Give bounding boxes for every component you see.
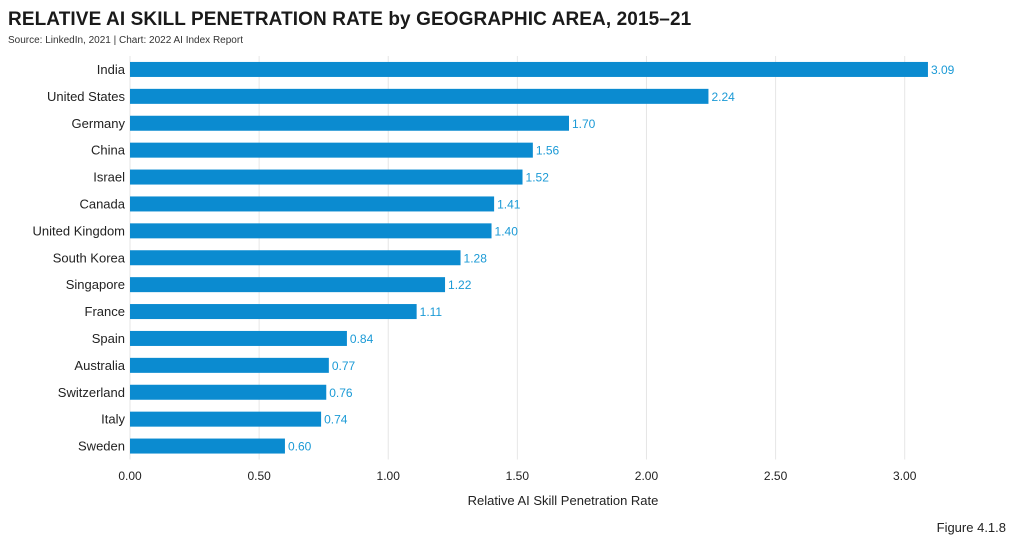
value-label: 0.84: [350, 332, 374, 346]
bar: [130, 250, 461, 266]
value-label: 0.76: [329, 386, 353, 400]
x-tick-label: 1.00: [377, 469, 401, 483]
category-labels: India United States Germany China Israel Cana…: [33, 62, 126, 454]
value-label: 1.70: [572, 117, 596, 131]
bar: [130, 438, 285, 454]
bar: [130, 61, 928, 77]
bar: [130, 169, 523, 185]
x-tick-label: 0.00: [118, 469, 142, 483]
category-label: Germany: [72, 116, 126, 131]
x-tick-label: 2.50: [764, 469, 788, 483]
category-label: Sweden: [78, 439, 125, 454]
category-label: Israel: [93, 170, 125, 185]
value-label: 3.09: [931, 63, 955, 77]
value-label: 0.74: [324, 413, 348, 427]
category-label: Italy: [101, 412, 125, 427]
value-label: 1.40: [495, 224, 519, 238]
value-label: 0.60: [288, 440, 312, 454]
category-label: Spain: [92, 331, 125, 346]
bar: [130, 88, 709, 104]
value-label: 1.22: [448, 278, 472, 292]
bar: [130, 330, 347, 346]
category-label: United Kingdom: [33, 223, 126, 238]
category-label: Singapore: [66, 277, 125, 292]
value-label: 1.11: [420, 305, 443, 319]
figure-label: Figure 4.1.8: [936, 520, 1006, 535]
bar: [130, 277, 446, 293]
bar: [130, 384, 327, 400]
category-label: South Korea: [53, 250, 126, 265]
category-label: Australia: [74, 358, 125, 373]
chart-title: RELATIVE AI SKILL PENETRATION RATE by GE…: [8, 9, 692, 30]
category-label: Canada: [79, 196, 125, 211]
bar: [130, 142, 533, 158]
x-tick-label: 2.00: [635, 469, 659, 483]
bars: [130, 61, 928, 454]
bar: [130, 411, 322, 427]
x-tick-label: 0.50: [247, 469, 271, 483]
category-label: India: [97, 62, 126, 77]
value-label: 2.24: [711, 90, 735, 104]
x-tick-label: 3.00: [893, 469, 917, 483]
value-labels: 3.09 2.24 1.70 1.56 1.52 1.41 1.40 1.28 1.22 1.11…: [288, 63, 955, 454]
value-label: 1.56: [536, 144, 560, 158]
value-label: 0.77: [332, 359, 356, 373]
category-label: Switzerland: [58, 385, 125, 400]
category-label: United States: [47, 89, 126, 104]
chart-subtitle: Source: LinkedIn, 2021 | Chart: 2022 AI …: [8, 35, 243, 46]
x-axis-ticks: 0.00 0.50 1.00 1.50 2.00 2.50 3.00: [118, 469, 916, 483]
bar: [130, 223, 492, 239]
x-tick-label: 1.50: [506, 469, 530, 483]
category-label: China: [91, 143, 126, 158]
bar: [130, 304, 417, 320]
value-label: 1.52: [526, 171, 550, 185]
value-label: 1.28: [464, 251, 488, 265]
bar: [130, 357, 329, 373]
bar: [130, 196, 495, 212]
bar: [130, 115, 569, 131]
value-label: 1.41: [497, 197, 521, 211]
x-axis-title: Relative AI Skill Penetration Rate: [468, 493, 659, 508]
category-label: France: [85, 304, 125, 319]
